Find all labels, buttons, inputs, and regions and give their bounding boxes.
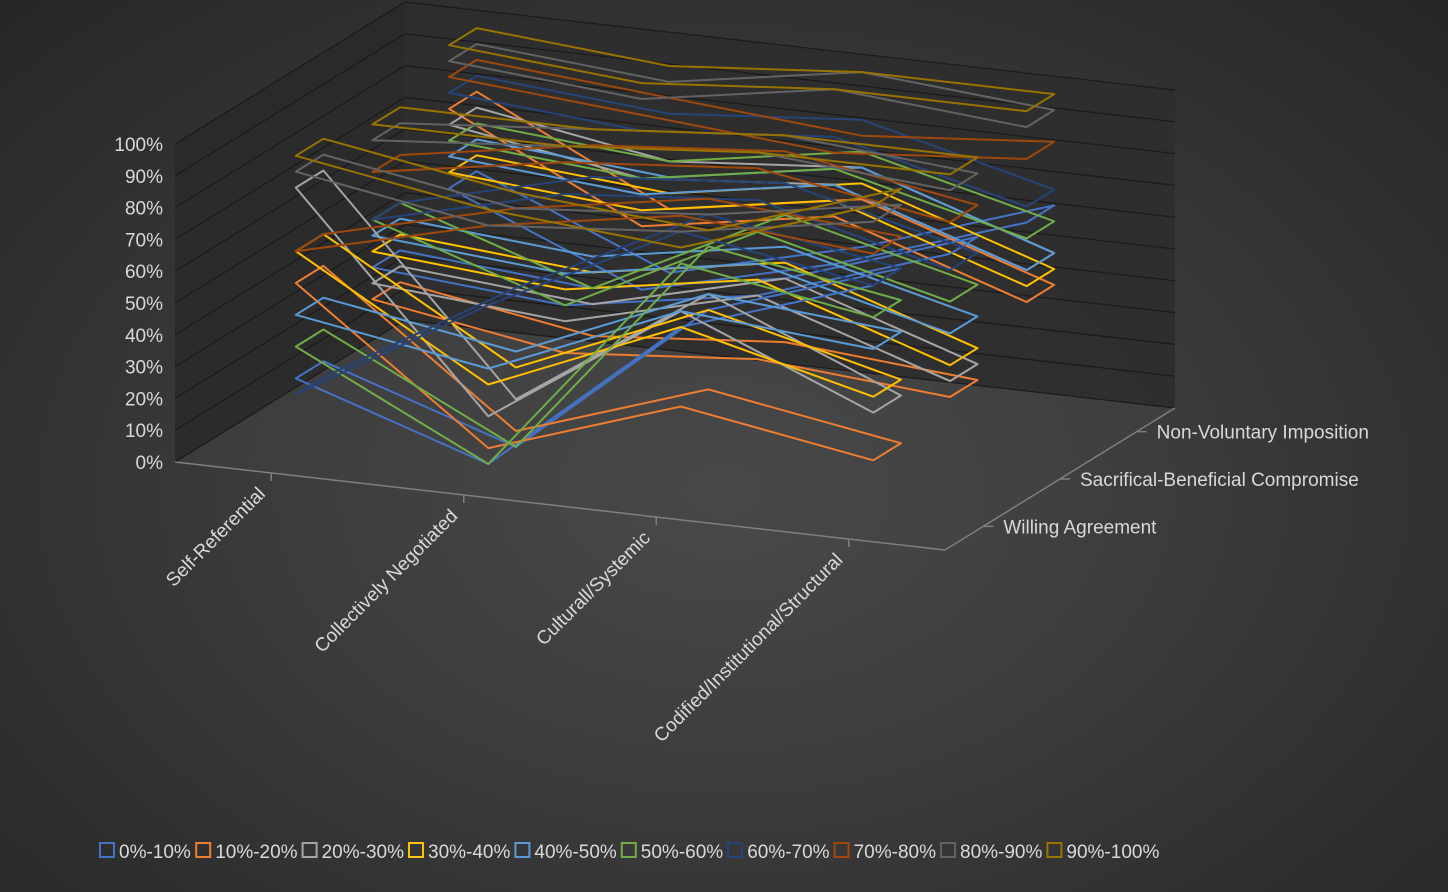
series-ribbon <box>294 233 902 398</box>
y-tick-label: 30% <box>125 358 163 379</box>
legend-label: 80%-90% <box>960 842 1042 863</box>
legend-label: 30%-40% <box>428 842 510 863</box>
legend-swatch <box>301 842 318 858</box>
y-axis-ticks: 0% 10% 20% 30% 40% 50% 60% 70% 80% 90% 100% <box>114 135 163 474</box>
series-ribbon <box>448 154 1056 288</box>
y-tick-label: 100% <box>114 135 163 156</box>
legend: 0%-10% 10%-20% 20%-30% 30%-40% 40%-50% 50%-60… <box>99 842 1159 863</box>
series-ribbon <box>448 43 1056 129</box>
y-tick-label: 10% <box>125 421 163 442</box>
y-tick-label: 80% <box>125 199 163 220</box>
series-ribbon <box>294 213 902 396</box>
legend-label: 10%-20% <box>215 842 297 863</box>
legend-label: 40%-50% <box>534 842 616 863</box>
series-ribbon <box>448 27 1056 113</box>
depth-category-label: Sacrifical-Beneficial Compromise <box>1080 470 1359 491</box>
series-ribbon <box>448 58 1056 160</box>
y-tick-label: 60% <box>125 262 163 283</box>
series-layer <box>294 27 1056 465</box>
y-tick-label: 70% <box>125 230 163 251</box>
series-ribbon <box>294 264 902 462</box>
series-ribbon <box>371 233 979 367</box>
series-ribbon <box>371 201 979 307</box>
depth-category-label: Willing Agreement <box>1003 517 1157 538</box>
gridline <box>174 1 1176 145</box>
y-tick-label: 40% <box>125 326 163 347</box>
legend-swatch <box>99 842 115 858</box>
legend-label: 90%-100% <box>1066 842 1159 863</box>
series-ribbon <box>371 144 979 224</box>
category-label: Culturall/Systemic <box>532 528 654 650</box>
gridline <box>174 64 1176 209</box>
gridline <box>174 287 1176 431</box>
legend-swatch <box>195 842 212 858</box>
legend-swatch <box>727 842 744 858</box>
series-ribbon <box>294 137 902 249</box>
series-ribbon <box>294 153 902 233</box>
legend-swatch <box>408 842 424 858</box>
y-tick-label: 90% <box>125 167 163 188</box>
series-ribbon <box>448 138 1056 272</box>
floor-plane <box>175 320 1175 550</box>
category-label: Codified/Institutional/Structural <box>650 550 847 747</box>
series-ribbon <box>294 245 902 465</box>
y-tick-label: 0% <box>136 453 164 474</box>
axes <box>174 407 1176 551</box>
gridline <box>174 255 1176 399</box>
legend-swatch <box>1046 842 1063 858</box>
legend-swatch <box>940 842 956 858</box>
series-ribbon <box>371 235 979 307</box>
y-tick-label: 50% <box>125 294 163 315</box>
gridline <box>174 33 1176 177</box>
legend-swatch <box>514 842 531 858</box>
x-axis-line <box>174 461 946 551</box>
gridline <box>174 223 1176 368</box>
legend-label: 0%-10% <box>119 842 191 863</box>
legend-swatch <box>620 842 637 858</box>
legend-swatch <box>833 842 850 858</box>
legend-label: 60%-70% <box>747 842 829 863</box>
category-label: Self-Referential <box>162 484 269 591</box>
series-ribbon <box>371 265 979 383</box>
series-ribbon <box>371 281 979 398</box>
category-label: Collectively Negotiated <box>311 506 463 658</box>
series-ribbon <box>371 106 979 176</box>
depth-category-label: Non-Voluntary Imposition <box>1157 423 1369 444</box>
series-ribbon <box>294 169 902 418</box>
legend-label: 20%-30% <box>322 842 404 863</box>
series-ribbon <box>448 122 1056 240</box>
legend-label: 50%-60% <box>641 842 723 863</box>
legend-label: 70%-80% <box>854 842 936 863</box>
series-ribbon <box>294 293 902 370</box>
y-tick-label: 20% <box>125 389 163 410</box>
series-ribbon <box>448 90 1056 303</box>
gridline <box>174 192 1176 336</box>
